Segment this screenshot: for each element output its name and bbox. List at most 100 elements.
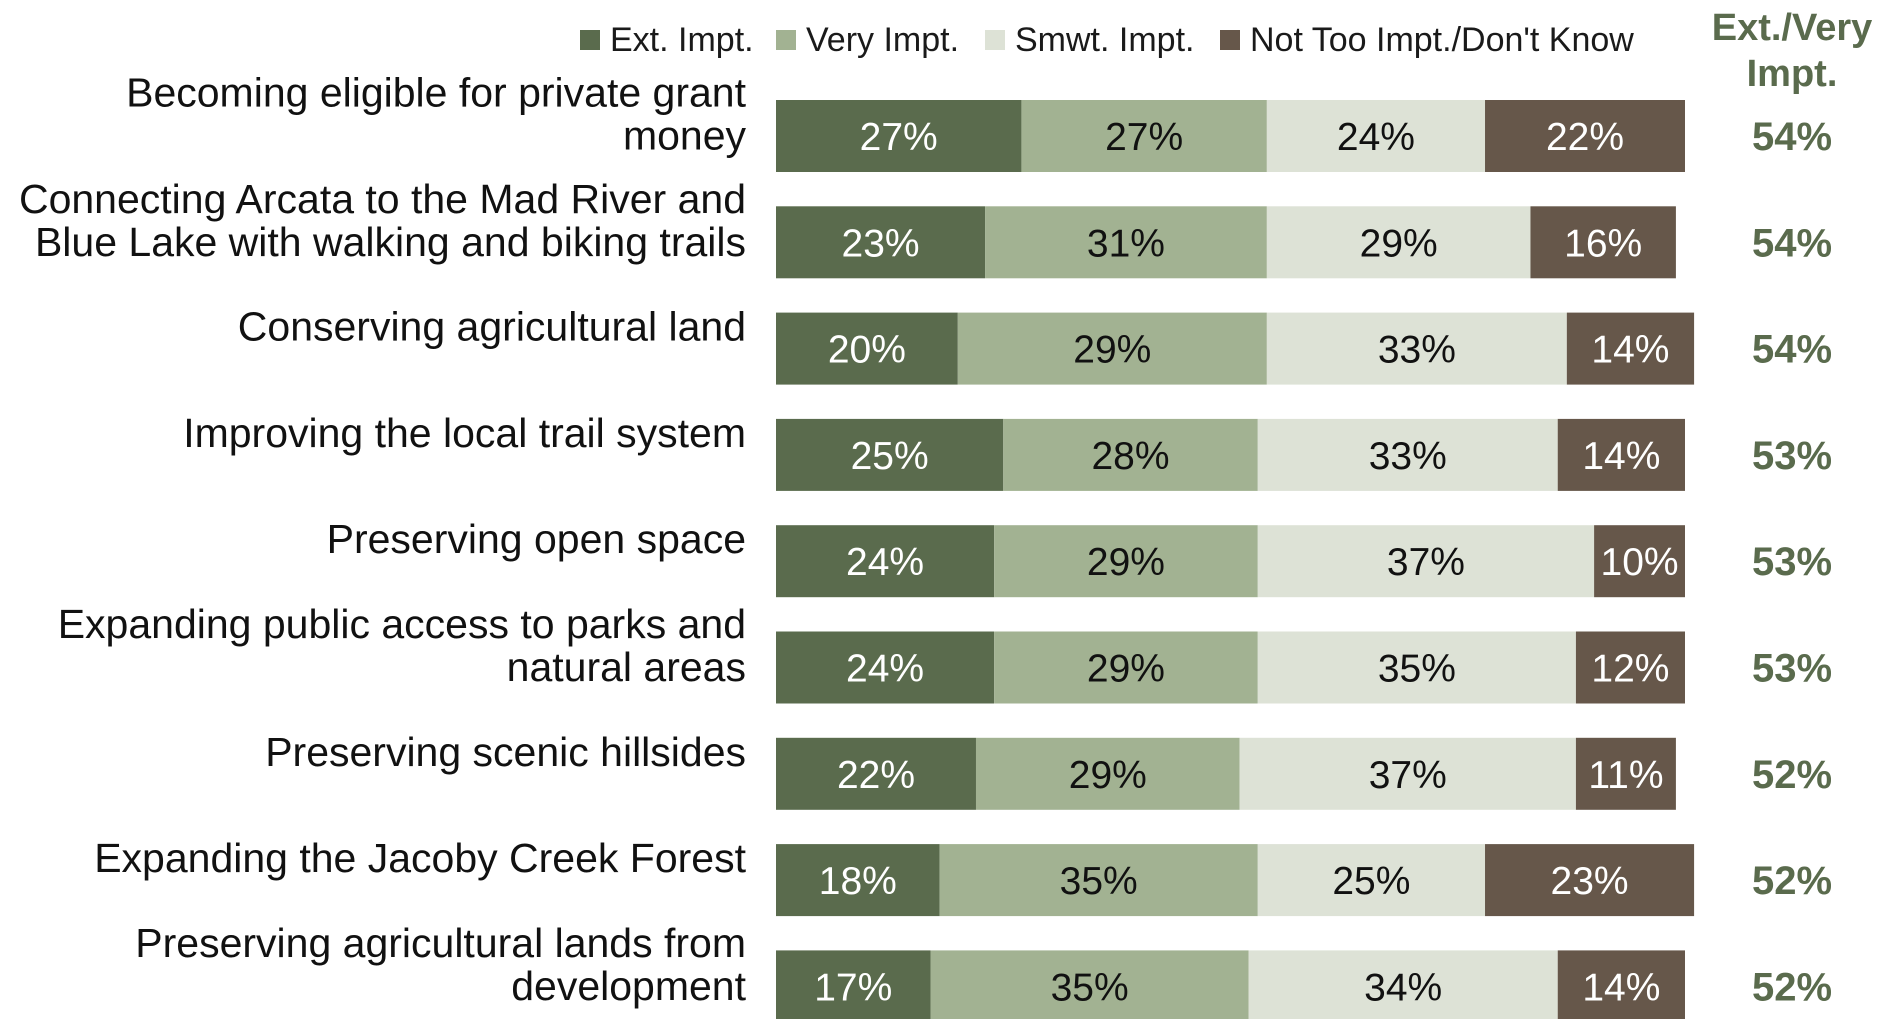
legend-swatch-3 [985, 30, 1005, 50]
bar-segment [1266, 206, 1531, 279]
bar-value-label: 29% [1087, 541, 1165, 584]
bar-value-label: 25% [1332, 860, 1410, 903]
bar-value-label: 24% [846, 541, 924, 584]
bar-segment [930, 950, 1249, 1019]
legend-label-3: Smwt. Impt. [1015, 21, 1194, 59]
total-value-label: 53% [1752, 647, 1832, 691]
bar-value-label: 10% [1601, 541, 1679, 584]
bar-value-label: 25% [851, 435, 929, 478]
bar-segment [1594, 525, 1685, 598]
bar-segment [975, 737, 1240, 810]
total-value-label: 54% [1752, 115, 1832, 159]
category-label: Connecting Arcata to the Mad River and [19, 176, 746, 222]
bar-segment [994, 631, 1258, 704]
bar-segment [1485, 100, 1685, 172]
bar-segment [776, 206, 986, 279]
bar-segment [1021, 100, 1267, 172]
category-label: Preserving agricultural lands from [135, 920, 746, 966]
category-label: Expanding the Jacoby Creek Forest [94, 835, 746, 881]
category-label: Expanding public access to parks and [58, 601, 746, 647]
bar-segment [776, 737, 976, 810]
bar-value-label: 27% [860, 116, 938, 159]
category-label: natural areas [507, 644, 746, 690]
bar-value-label: 31% [1087, 222, 1165, 265]
category-label: Blue Lake with walking and biking trails [35, 219, 746, 265]
bar-segment [1557, 950, 1685, 1019]
bar-value-label: 29% [1087, 648, 1165, 691]
bar-segment [1239, 737, 1576, 810]
bar-value-label: 35% [1051, 966, 1129, 1009]
bar-value-label: 34% [1364, 966, 1442, 1009]
total-value-label: 52% [1752, 753, 1832, 797]
bar-value-label: 16% [1564, 222, 1642, 265]
bar-value-label: 14% [1582, 966, 1660, 1009]
bar-value-label: 35% [1378, 648, 1456, 691]
bar-segment [1557, 418, 1685, 491]
legend-swatch-2 [776, 30, 796, 50]
bar-value-label: 12% [1591, 648, 1669, 691]
bar-value-label: 28% [1091, 435, 1169, 478]
bar-segment [776, 844, 940, 917]
bar-value-label: 35% [1060, 860, 1138, 903]
bar-value-label: 37% [1369, 754, 1447, 797]
bar-segment [776, 950, 931, 1019]
bar-segment [1257, 525, 1595, 598]
bar-segment [776, 100, 1022, 172]
category-label: money [623, 113, 747, 159]
bar-segment [776, 418, 1004, 491]
category-label: Becoming eligible for private grant [126, 70, 746, 116]
bar-value-label: 29% [1360, 222, 1438, 265]
total-value-label: 52% [1752, 965, 1832, 1009]
bar-value-label: 33% [1369, 435, 1447, 478]
bar-segment [1266, 100, 1486, 172]
total-value-label: 54% [1752, 328, 1832, 372]
bar-value-label: 18% [819, 860, 897, 903]
bar-segment [1257, 631, 1576, 704]
total-value-label: 53% [1752, 540, 1832, 584]
bar-value-label: 23% [842, 222, 920, 265]
bar-segment [1257, 844, 1486, 917]
bar-segment [1266, 312, 1567, 385]
bar-value-label: 24% [1337, 116, 1415, 159]
bar-value-label: 33% [1378, 329, 1456, 372]
bar-segment [776, 631, 995, 704]
legend-label-1: Ext. Impt. [610, 21, 754, 59]
bar-value-label: 24% [846, 648, 924, 691]
bar-value-label: 27% [1105, 116, 1183, 159]
bar-segment [994, 525, 1258, 598]
bar-value-label: 11% [1588, 754, 1663, 797]
legend-swatch-1 [580, 30, 600, 50]
bar-segment [1003, 418, 1258, 491]
total-value-label: 54% [1752, 221, 1832, 265]
bar-value-label: 22% [1546, 116, 1624, 159]
legend-label-4: Not Too Impt./Don't Know [1250, 21, 1634, 59]
bar-segment [985, 206, 1267, 279]
bar-segment [957, 312, 1267, 385]
category-label: Preserving scenic hillsides [265, 729, 746, 775]
bar-segment [1485, 844, 1695, 917]
bar-value-label: 17% [814, 966, 892, 1009]
bar-value-label: 29% [1069, 754, 1147, 797]
totals-header-line-1: Ext./Very [1712, 7, 1873, 49]
category-label: development [511, 963, 746, 1009]
totals-header-line-2: Impt. [1747, 53, 1838, 95]
bar-segment [1248, 950, 1558, 1019]
bar-segment [939, 844, 1258, 917]
bar-value-label: 29% [1073, 329, 1151, 372]
total-value-label: 53% [1752, 434, 1832, 478]
category-label: Conserving agricultural land [238, 304, 746, 350]
bar-segment [1575, 631, 1685, 704]
bar-segment [1257, 418, 1558, 491]
bar-segment [1575, 737, 1676, 810]
bar-value-label: 37% [1387, 541, 1465, 584]
bar-value-label: 14% [1591, 329, 1669, 372]
category-label: Preserving open space [327, 516, 746, 562]
bar-value-label: 22% [837, 754, 915, 797]
bar-segment [776, 525, 995, 598]
bar-value-label: 23% [1551, 860, 1629, 903]
bar-segment [1530, 206, 1676, 279]
legend-label-2: Very Impt. [806, 21, 959, 59]
bar-value-label: 20% [828, 329, 906, 372]
